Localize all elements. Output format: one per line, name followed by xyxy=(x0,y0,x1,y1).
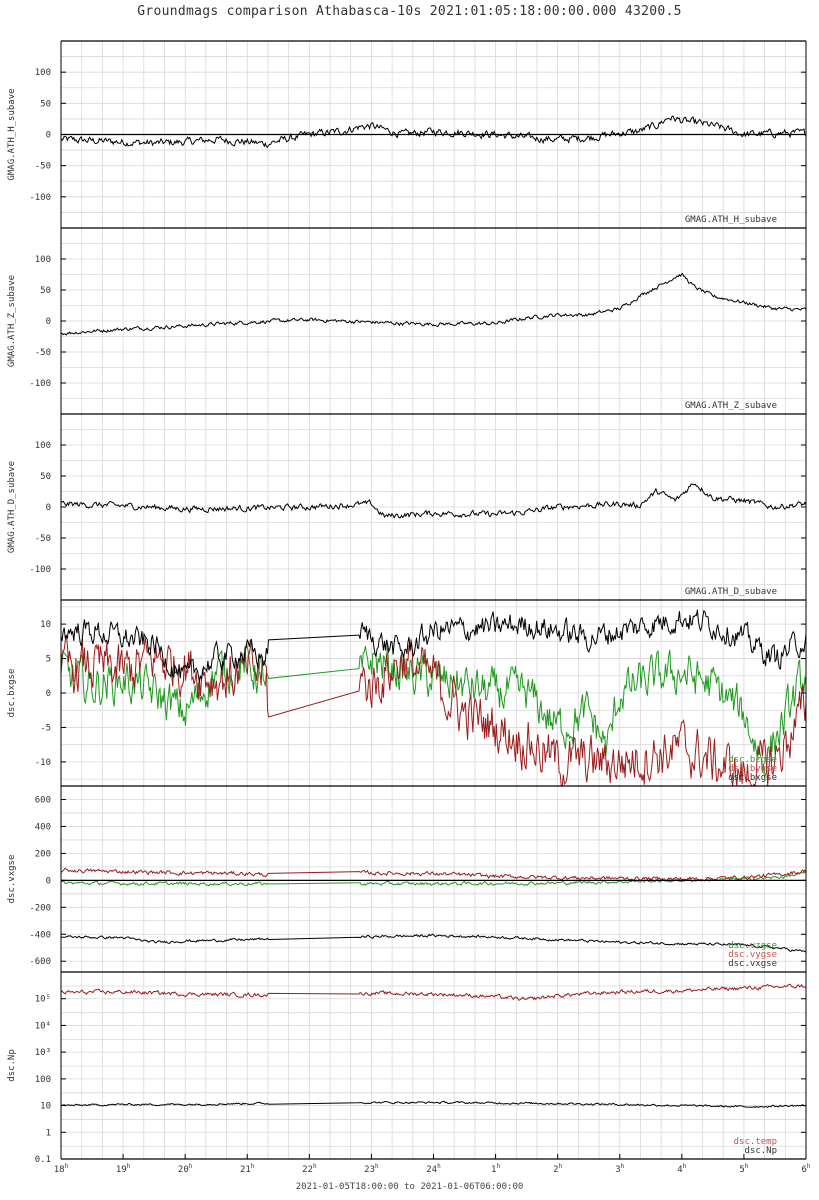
y-tick-label: 400 xyxy=(35,822,51,832)
y-tick-label: 10³ xyxy=(35,1048,51,1058)
legend-label: dsc.vzgse xyxy=(728,941,777,951)
data-layer xyxy=(60,115,807,1109)
y-tick-label: 0.1 xyxy=(35,1155,51,1165)
y-tick-label: 10⁴ xyxy=(35,1021,51,1031)
x-tick-label: 2h xyxy=(553,1163,562,1175)
y-tick-label: -50 xyxy=(35,162,51,172)
y-tick-label: 50 xyxy=(40,99,51,109)
series-line-dsc-Np xyxy=(60,1100,807,1109)
y-axis-label: GMAG.ATH_H_subave xyxy=(7,88,17,180)
series-line-dsc-vygse xyxy=(60,867,807,882)
x-tick-label: 20h xyxy=(178,1163,193,1175)
y-tick-label: 100 xyxy=(35,1075,51,1085)
series-line-GMAG-ATH-Z-subave xyxy=(60,272,807,336)
y-axis-label: dsc.bxgse xyxy=(7,669,17,718)
series-line-dsc-bygse xyxy=(60,635,807,788)
y-tick-label: 100 xyxy=(35,441,51,451)
x-tick-label: 6h xyxy=(801,1163,810,1175)
y-tick-label: -50 xyxy=(35,348,51,358)
y-tick-label: -5 xyxy=(40,723,51,733)
legend-label: GMAG.ATH_H_subave xyxy=(685,215,777,225)
series-line-dsc-temp xyxy=(60,983,807,1001)
series-line-GMAG-ATH-H-subave xyxy=(60,115,807,149)
y-tick-label: 10 xyxy=(40,1102,51,1112)
y-tick-label: 0 xyxy=(46,503,51,513)
y-tick-label: 10 xyxy=(40,620,51,630)
y-tick-label: 200 xyxy=(35,849,51,859)
x-tick-label: 22h xyxy=(302,1163,317,1175)
x-tick-label: 18h xyxy=(54,1163,69,1175)
y-tick-label: -100 xyxy=(29,379,51,389)
y-tick-label: 0 xyxy=(46,689,51,699)
y-tick-label: -10 xyxy=(35,758,51,768)
x-tick-label: 3h xyxy=(615,1163,624,1175)
y-tick-label: -600 xyxy=(29,957,51,967)
legend-label: GMAG.ATH_Z_subave xyxy=(685,401,777,411)
y-tick-label: 0 xyxy=(46,876,51,886)
x-tick-label: 21h xyxy=(240,1163,255,1175)
x-tick-label: 5h xyxy=(739,1163,748,1175)
legend-label: dsc.bygse xyxy=(728,764,777,774)
series-line-dsc-vxgse xyxy=(60,933,807,953)
series-line-GMAG-ATH-D-subave xyxy=(60,483,807,519)
legend-label: dsc.bzgse xyxy=(728,755,777,765)
x-tick-label: 24h xyxy=(426,1163,441,1175)
chart-title: Groundmags comparison Athabasca-10s 2021… xyxy=(137,4,682,19)
y-tick-label: 600 xyxy=(35,795,51,805)
y-tick-label: -100 xyxy=(29,193,51,203)
series-line-dsc-bxgse xyxy=(60,609,807,683)
legend-label: dsc.bxgse xyxy=(728,773,777,783)
legend-label: dsc.temp xyxy=(734,1137,777,1147)
y-tick-label: 0 xyxy=(46,131,51,141)
y-tick-label: -100 xyxy=(29,565,51,575)
legend-label: dsc.Np xyxy=(744,1146,777,1156)
x-tick-label: 1h xyxy=(491,1163,500,1175)
y-tick-label: 100 xyxy=(35,255,51,265)
legend-label: dsc.vxgse xyxy=(728,959,777,969)
y-tick-label: 5 xyxy=(46,655,51,665)
y-tick-label: 100 xyxy=(35,68,51,78)
legend-label: GMAG.ATH_D_subave xyxy=(685,587,777,597)
y-axis-label: GMAG.ATH_D_subave xyxy=(7,461,17,553)
y-axis-label: dsc.Np xyxy=(7,1049,17,1082)
time-range-label: 2021-01-05T18:00:00 to 2021-01-06T06:00:… xyxy=(295,1182,524,1192)
frame-layer xyxy=(60,40,807,1160)
legend-label: dsc.vygse xyxy=(728,950,777,960)
y-tick-label: 50 xyxy=(40,286,51,296)
x-tick-label: 19h xyxy=(116,1163,131,1175)
label-layer: 100500-50-100GMAG.ATH_H_subaveGMAG.ATH_H… xyxy=(7,68,811,1175)
y-tick-label: 10⁵ xyxy=(35,995,51,1005)
y-tick-label: -50 xyxy=(35,534,51,544)
x-tick-label: 23h xyxy=(364,1163,379,1175)
y-tick-label: 0 xyxy=(46,317,51,327)
y-axis-label: GMAG.ATH_Z_subave xyxy=(7,275,17,367)
series-line-dsc-bzgse xyxy=(60,643,807,779)
y-tick-label: -400 xyxy=(29,930,51,940)
y-tick-label: 50 xyxy=(40,472,51,482)
y-axis-label: dsc.vxgse xyxy=(7,855,17,904)
y-tick-label: -200 xyxy=(29,903,51,913)
y-tick-label: 1 xyxy=(46,1128,51,1138)
x-tick-label: 4h xyxy=(677,1163,686,1175)
